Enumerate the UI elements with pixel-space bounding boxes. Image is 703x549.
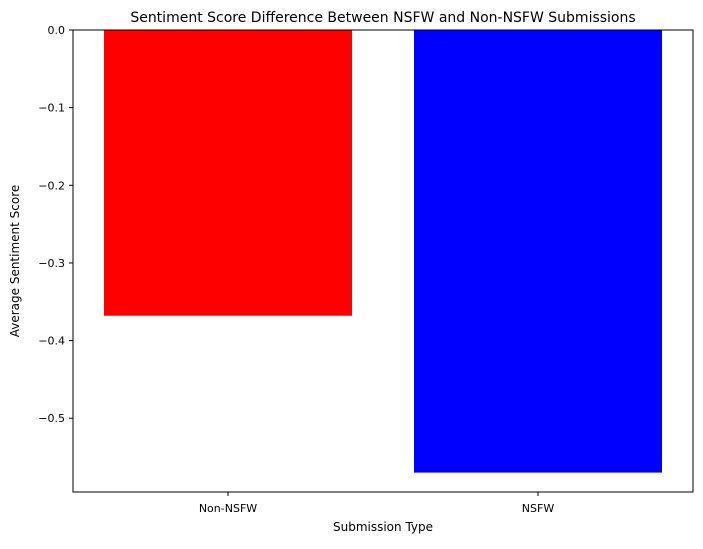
bars-layer [104,30,662,473]
bar-non-nsfw [104,30,352,316]
y-tick-label: −0.1 [38,102,65,115]
x-axis-label: Submission Type [333,520,433,534]
x-tick-label: Non-NSFW [199,502,257,515]
x-axis-ticks: Non-NSFW NSFW [199,492,554,515]
y-axis-ticks: 0.0 −0.1 −0.2 −0.3 −0.4 −0.5 [38,24,73,425]
y-tick-label: −0.3 [38,257,65,270]
y-tick-label: −0.5 [38,412,65,425]
plot-frame [72,29,694,493]
y-tick-label: −0.4 [38,335,65,348]
bar-nsfw [414,30,662,473]
chart-title: Sentiment Score Difference Between NSFW … [130,10,635,26]
y-tick-label: 0.0 [48,24,66,37]
y-axis-label: Average Sentiment Score [8,185,22,338]
y-tick-label: −0.2 [38,179,65,192]
x-tick-label: NSFW [522,502,555,515]
